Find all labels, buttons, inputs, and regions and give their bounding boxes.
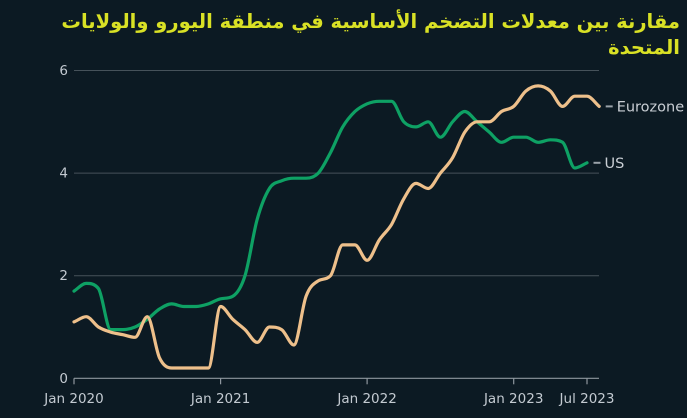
y-tick-label-6: 6	[59, 63, 68, 79]
x-tick-label-jan-2023: Jan 2023	[483, 391, 543, 407]
legend-label-eurozone: Eurozone	[617, 99, 685, 115]
y-tick-label-0: 0	[59, 371, 68, 387]
y-tick-label-4: 4	[59, 166, 68, 182]
chart-title: مقارنة بين معدلات التضخم الأساسية في منط…	[61, 10, 680, 60]
x-tick-label-jul-2023: Jul 2023	[559, 391, 615, 407]
series-line-us	[72, 99, 589, 332]
series-line-eurozone	[72, 84, 601, 370]
x-tick-label-jan-2022: Jan 2022	[336, 391, 396, 407]
x-tick-label-jan-2020: Jan 2020	[43, 391, 103, 407]
legend-label-us: US	[605, 156, 625, 172]
x-tick-label-jan-2021: Jan 2021	[190, 391, 250, 407]
y-tick-label-2: 2	[59, 268, 68, 284]
